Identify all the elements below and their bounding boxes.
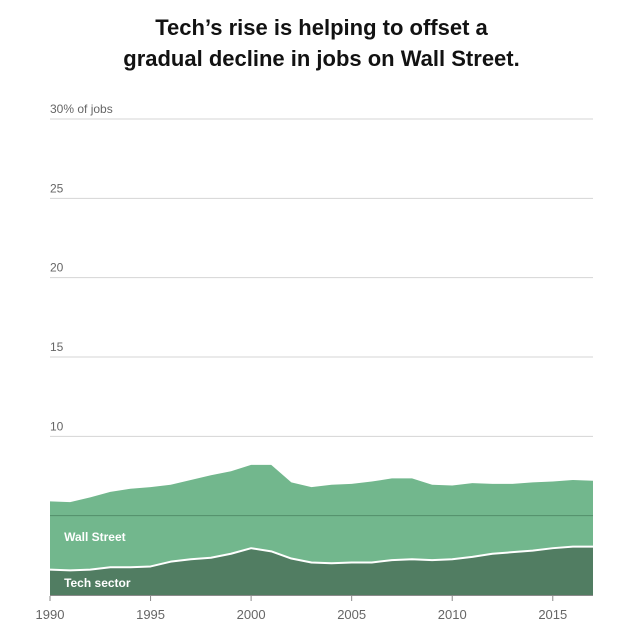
y-tick-label-10: 10 bbox=[50, 419, 64, 433]
x-tick-label-2000: 2000 bbox=[237, 607, 266, 622]
y-tick-label-15: 15 bbox=[50, 340, 64, 354]
x-tick-label-2010: 2010 bbox=[438, 607, 467, 622]
y-tick-label-20: 20 bbox=[50, 261, 64, 275]
axes: 10 15 20 25 30% of jobs 1990 1995 2000 2005 2010 2… bbox=[36, 102, 593, 622]
area-series bbox=[50, 464, 593, 595]
series-separators bbox=[49, 545, 593, 572]
x-tick-label-1995: 1995 bbox=[136, 607, 165, 622]
gridlines bbox=[50, 118, 593, 517]
chart-title-line-2: gradual decline in jobs on Wall Street. bbox=[123, 46, 520, 71]
series-labels: Tech sector Wall Street bbox=[64, 530, 131, 590]
series-label-tech-sector: Tech sector bbox=[64, 576, 131, 590]
y-tick-label-30: 30% of jobs bbox=[50, 102, 113, 116]
series-separator-line bbox=[49, 545, 593, 572]
chart-title-line-1: Tech’s rise is helping to offset a bbox=[155, 15, 488, 40]
series-label-wall-street: Wall Street bbox=[64, 530, 126, 544]
x-tick-label-2015: 2015 bbox=[538, 607, 567, 622]
chart-title: Tech’s rise is helping to offset a gradu… bbox=[0, 12, 643, 74]
y-tick-label-25: 25 bbox=[50, 181, 64, 195]
x-tick-label-1990: 1990 bbox=[36, 607, 65, 622]
area-wall-street bbox=[50, 464, 593, 571]
x-tick-label-2005: 2005 bbox=[337, 607, 366, 622]
